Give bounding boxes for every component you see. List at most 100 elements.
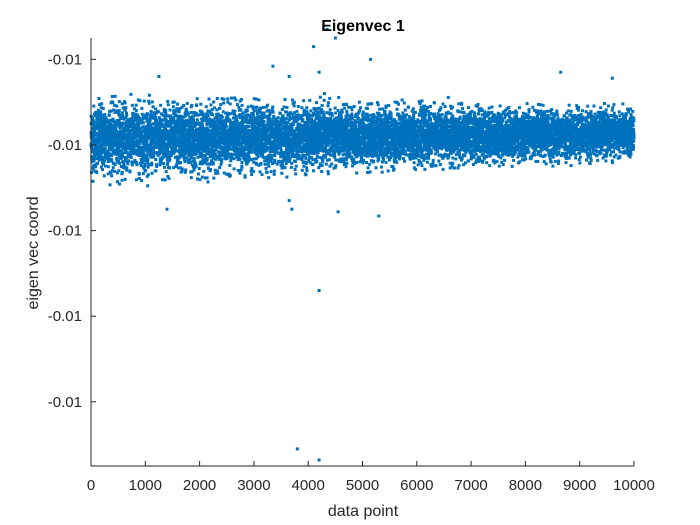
data-point bbox=[104, 125, 108, 128]
data-point bbox=[298, 114, 302, 118]
data-point bbox=[352, 160, 356, 164]
data-point bbox=[306, 126, 310, 130]
data-point bbox=[115, 171, 119, 175]
data-point bbox=[166, 114, 170, 118]
data-point bbox=[294, 153, 298, 157]
data-point bbox=[228, 143, 232, 147]
data-point bbox=[126, 120, 130, 124]
data-point bbox=[179, 127, 183, 131]
data-point bbox=[285, 175, 289, 179]
data-point bbox=[352, 105, 356, 108]
data-point bbox=[113, 169, 117, 173]
data-point bbox=[259, 118, 262, 122]
data-point bbox=[137, 142, 141, 146]
data-point bbox=[134, 103, 138, 107]
data-point bbox=[318, 144, 322, 148]
data-point bbox=[268, 117, 272, 121]
data-point bbox=[218, 166, 222, 169]
data-point bbox=[181, 153, 184, 157]
data-point bbox=[118, 126, 122, 130]
data-point bbox=[249, 130, 253, 134]
data-point bbox=[201, 157, 205, 161]
data-point bbox=[148, 118, 152, 122]
data-point bbox=[155, 165, 159, 168]
data-point bbox=[209, 136, 213, 140]
data-point bbox=[219, 103, 223, 106]
data-point bbox=[252, 109, 256, 113]
data-point bbox=[278, 111, 282, 115]
data-point bbox=[144, 169, 148, 173]
data-point bbox=[315, 155, 319, 159]
data-point bbox=[304, 156, 308, 160]
data-point bbox=[222, 171, 226, 175]
data-point bbox=[220, 160, 224, 164]
data-point bbox=[207, 152, 211, 156]
data-point bbox=[204, 144, 208, 148]
data-point bbox=[158, 163, 162, 167]
data-point bbox=[154, 107, 158, 111]
data-point bbox=[98, 118, 102, 121]
data-point bbox=[334, 142, 338, 146]
data-point bbox=[346, 153, 349, 156]
data-point bbox=[143, 153, 147, 157]
data-point bbox=[267, 176, 271, 180]
data-point bbox=[146, 130, 150, 134]
data-point bbox=[178, 166, 182, 170]
data-point bbox=[314, 157, 318, 161]
data-point bbox=[102, 117, 106, 121]
data-point bbox=[219, 158, 223, 161]
data-point bbox=[131, 113, 135, 117]
data-point bbox=[232, 167, 236, 171]
data-point bbox=[220, 127, 224, 131]
data-point bbox=[199, 102, 203, 106]
data-point bbox=[267, 115, 271, 119]
data-point bbox=[188, 152, 192, 156]
data-point bbox=[357, 119, 361, 123]
data-point bbox=[287, 113, 291, 117]
data-point bbox=[257, 130, 261, 134]
data-point bbox=[195, 147, 199, 151]
data-point bbox=[163, 125, 167, 129]
data-point bbox=[206, 130, 210, 134]
data-point bbox=[312, 113, 316, 116]
data-point bbox=[251, 114, 255, 117]
data-point bbox=[188, 146, 191, 150]
data-point bbox=[218, 156, 221, 160]
data-point bbox=[196, 177, 199, 181]
data-point bbox=[175, 164, 179, 168]
data-point bbox=[98, 103, 102, 107]
data-point bbox=[135, 135, 139, 139]
data-point bbox=[301, 153, 305, 157]
data-point bbox=[309, 109, 313, 113]
data-point bbox=[356, 140, 360, 144]
data-point bbox=[226, 113, 230, 117]
data-point bbox=[260, 147, 264, 150]
data-point bbox=[339, 157, 343, 161]
data-point bbox=[129, 156, 133, 159]
data-point bbox=[314, 121, 318, 125]
data-point bbox=[272, 136, 276, 140]
data-point bbox=[143, 163, 147, 166]
data-point bbox=[285, 106, 289, 109]
data-point bbox=[106, 124, 110, 128]
data-point bbox=[130, 125, 134, 129]
data-point bbox=[131, 129, 135, 133]
data-point bbox=[100, 155, 104, 159]
data-point bbox=[145, 174, 149, 178]
data-point bbox=[120, 170, 124, 174]
data-point bbox=[343, 144, 347, 148]
data-point bbox=[92, 131, 96, 135]
data-point bbox=[96, 108, 100, 112]
data-point bbox=[256, 155, 260, 159]
data-point bbox=[163, 165, 166, 169]
data-point bbox=[331, 146, 335, 150]
data-point bbox=[302, 164, 306, 168]
data-point bbox=[176, 159, 180, 163]
data-point bbox=[242, 132, 246, 136]
data-point bbox=[258, 108, 262, 112]
data-point bbox=[237, 105, 241, 109]
data-point bbox=[330, 112, 334, 115]
data-point bbox=[117, 100, 121, 104]
data-point bbox=[115, 148, 119, 152]
data-point bbox=[129, 92, 133, 96]
